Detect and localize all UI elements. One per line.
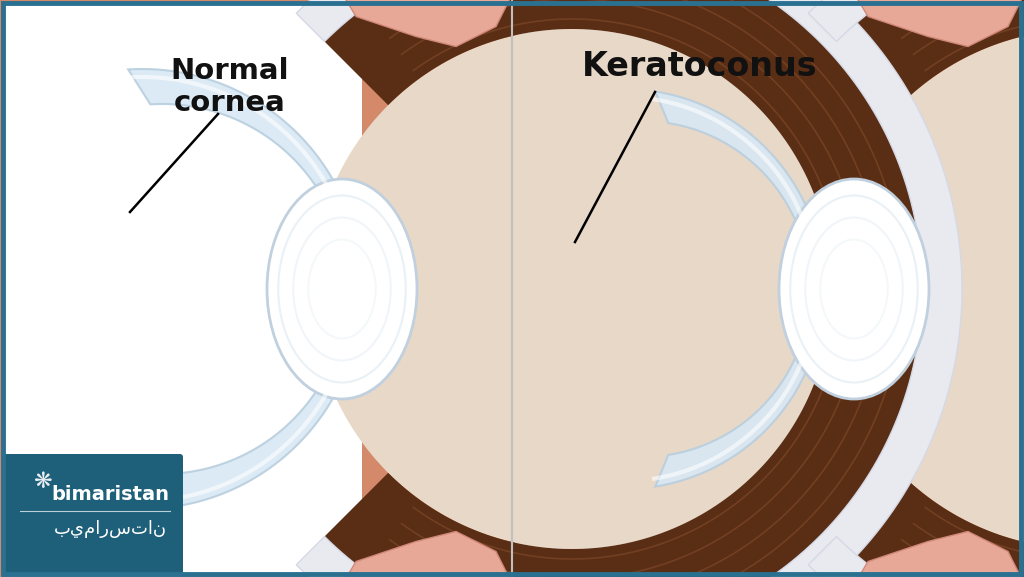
- Bar: [0, 0, 512, 577]
- Ellipse shape: [831, 256, 877, 322]
- Polygon shape: [837, 0, 1024, 577]
- Bar: [512, 0, 707, 577]
- Bar: [512, 0, 1024, 577]
- Polygon shape: [838, 0, 1024, 47]
- Polygon shape: [808, 0, 1024, 577]
- Ellipse shape: [319, 256, 365, 322]
- Ellipse shape: [312, 29, 831, 549]
- Text: Keratoconus: Keratoconus: [583, 51, 818, 84]
- Bar: [0, 0, 230, 577]
- Text: bimaristan: bimaristan: [51, 485, 169, 504]
- Polygon shape: [838, 531, 1024, 577]
- Text: ❋: ❋: [33, 472, 51, 492]
- Bar: [0, 0, 512, 577]
- Text: بيمارستان: بيمارستان: [53, 520, 167, 538]
- Text: Normal
cornea: Normal cornea: [171, 57, 290, 117]
- Polygon shape: [296, 0, 962, 577]
- Polygon shape: [128, 69, 361, 509]
- Polygon shape: [655, 92, 824, 486]
- Polygon shape: [325, 0, 922, 577]
- Ellipse shape: [824, 29, 1024, 549]
- Bar: [515, 3, 824, 574]
- Polygon shape: [326, 0, 516, 47]
- FancyBboxPatch shape: [2, 454, 183, 575]
- Bar: [512, 0, 1024, 577]
- Ellipse shape: [267, 179, 417, 399]
- Polygon shape: [326, 531, 516, 577]
- Bar: [3, 3, 362, 574]
- Ellipse shape: [779, 179, 929, 399]
